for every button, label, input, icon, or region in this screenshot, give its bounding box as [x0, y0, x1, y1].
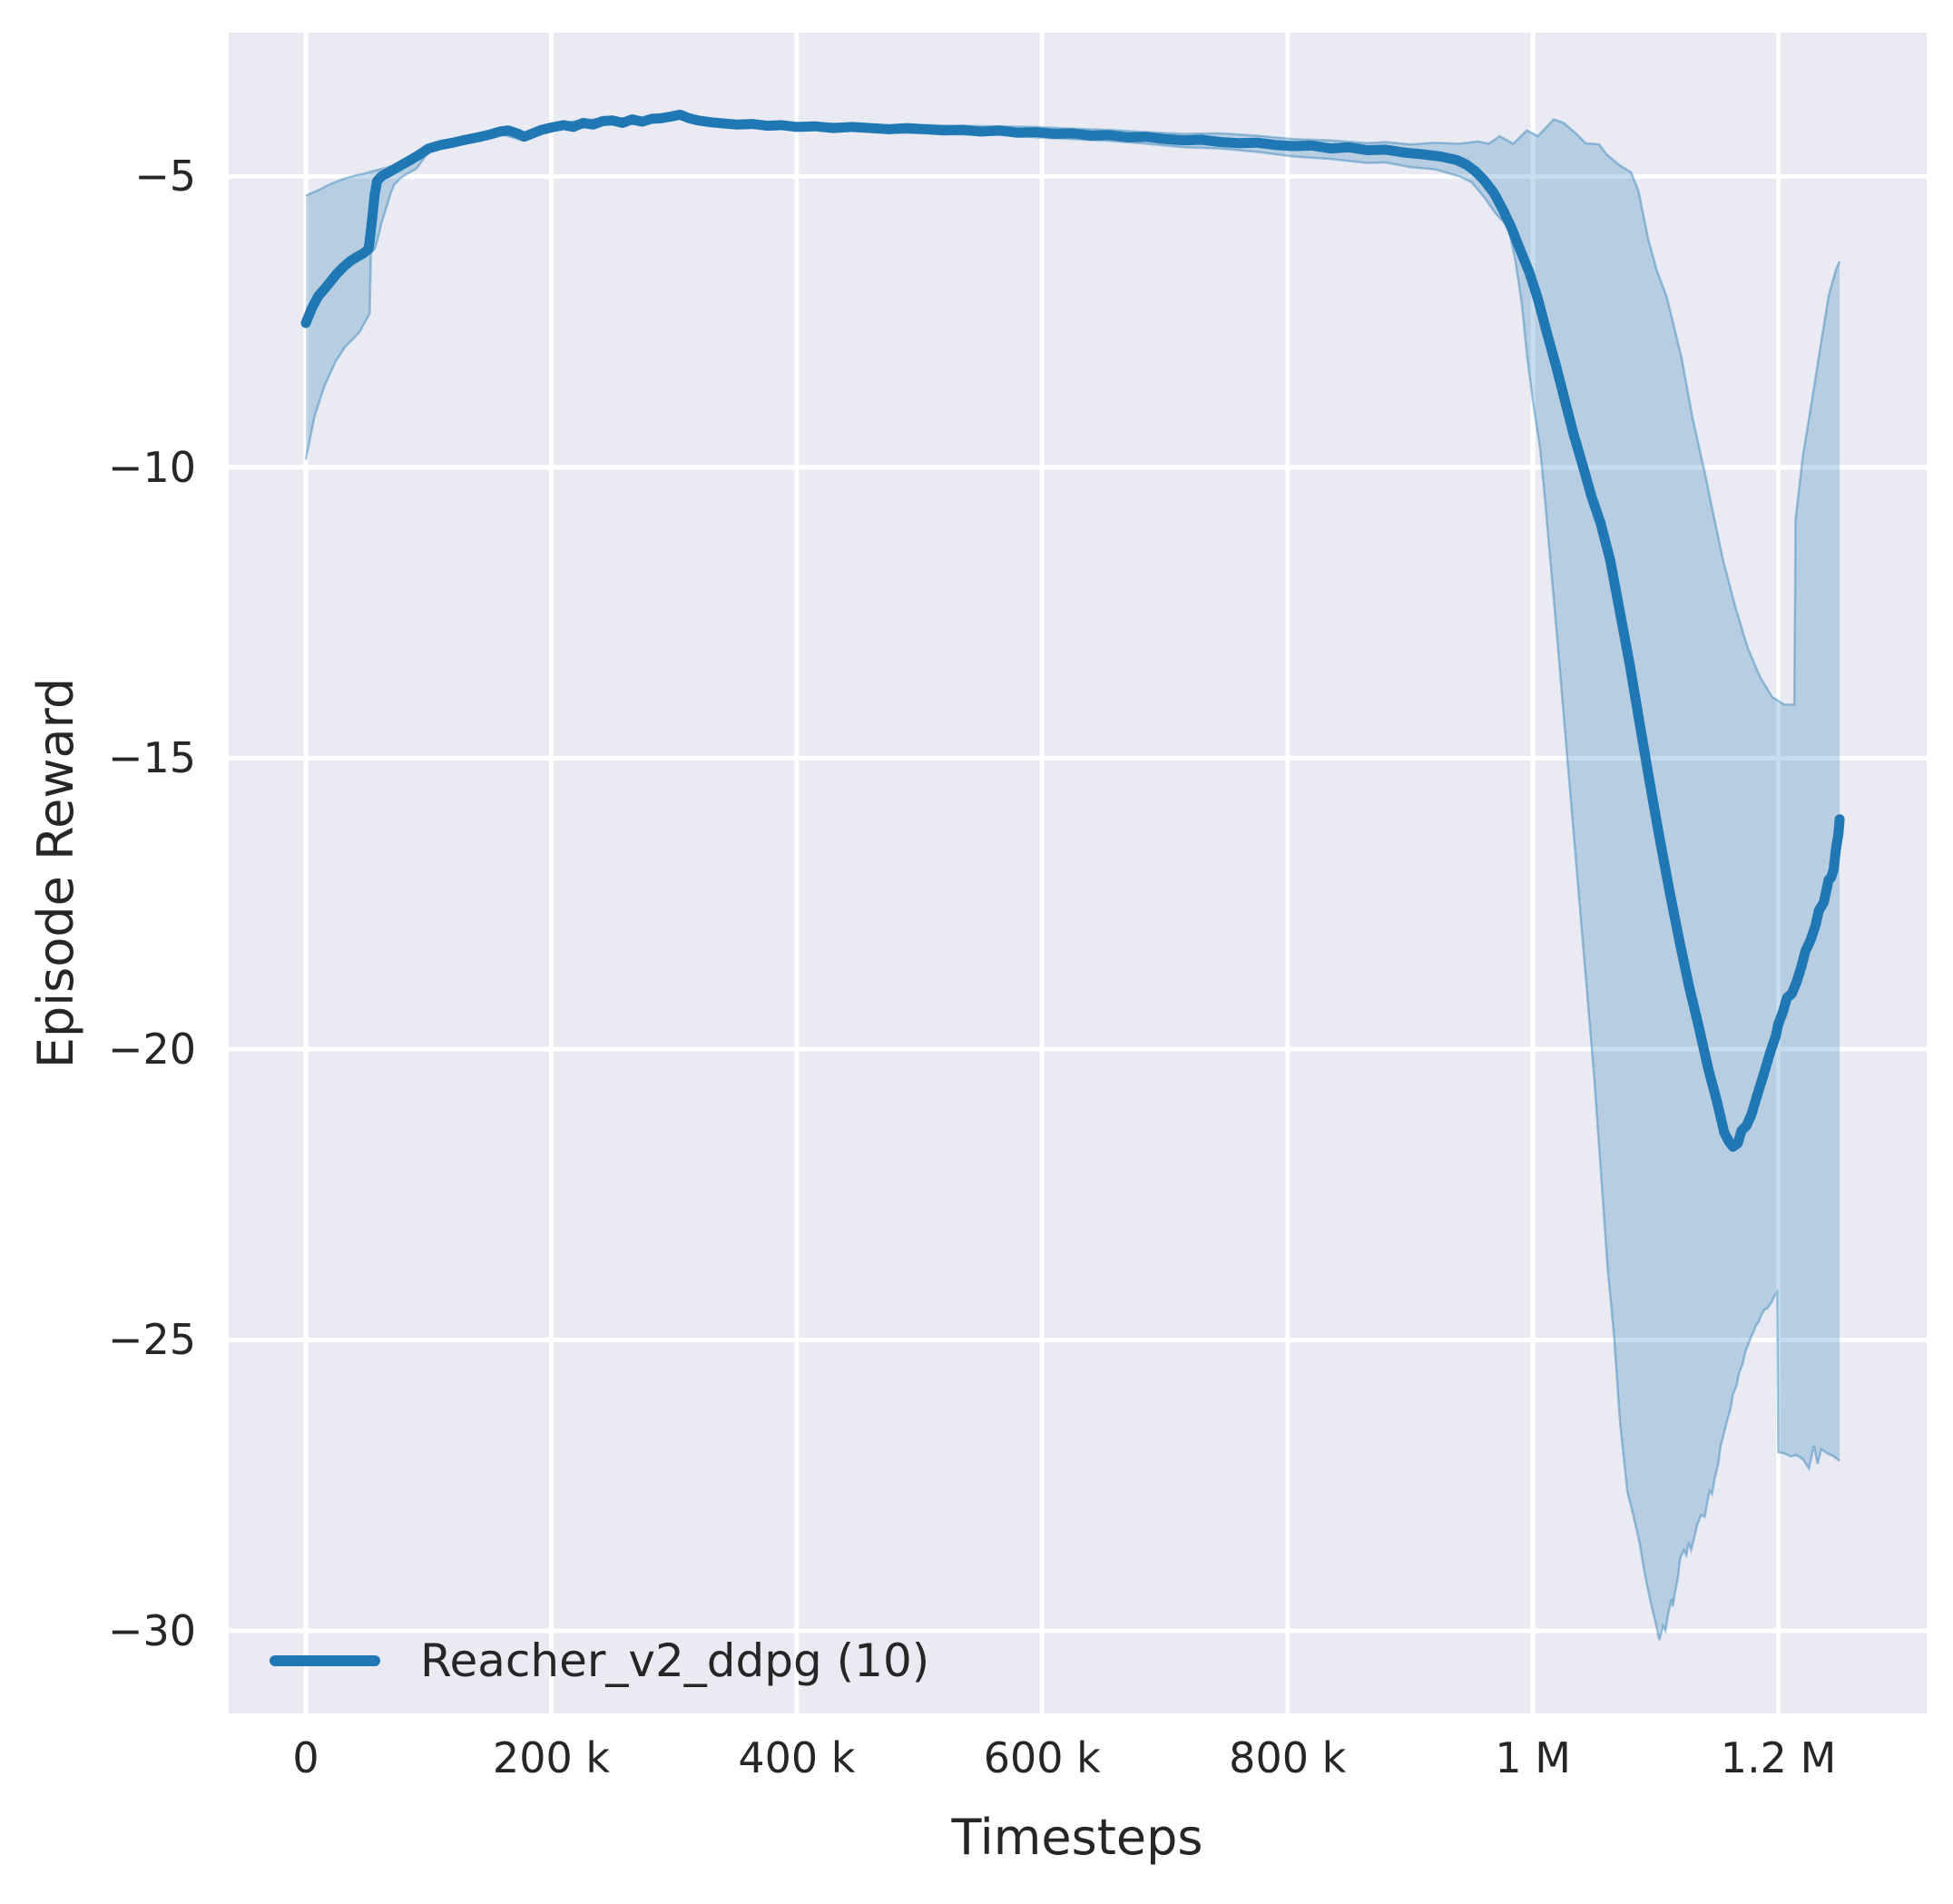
x-tick-label: 200 k [492, 1733, 610, 1782]
legend-line-sample [270, 1655, 380, 1666]
plot-area [229, 33, 1927, 1713]
y-tick-label: −5 [134, 152, 196, 201]
band-area [306, 112, 1840, 1641]
y-tick-label: −30 [107, 1605, 196, 1655]
legend: Reacher_v2_ddpg (10) [269, 1633, 929, 1689]
y-tick-label: −20 [107, 1024, 196, 1074]
legend-label: Reacher_v2_ddpg (10) [420, 1634, 930, 1687]
y-tick-label: −15 [107, 733, 196, 783]
x-tick-label: 1 M [1495, 1733, 1571, 1782]
x-tick-label: 1.2 M [1720, 1733, 1837, 1782]
y-axis-label: Episode Reward [27, 677, 84, 1069]
y-tick-label: −25 [107, 1315, 196, 1365]
y-tick-label: −10 [107, 442, 196, 492]
x-tick-label: 600 k [983, 1733, 1101, 1782]
x-tick-label: 800 k [1229, 1733, 1347, 1782]
mean-line [300, 109, 1845, 1153]
x-tick-label: 0 [292, 1733, 319, 1782]
x-tick-label: 400 k [738, 1733, 856, 1782]
x-axis-label: Timesteps [951, 1809, 1203, 1866]
